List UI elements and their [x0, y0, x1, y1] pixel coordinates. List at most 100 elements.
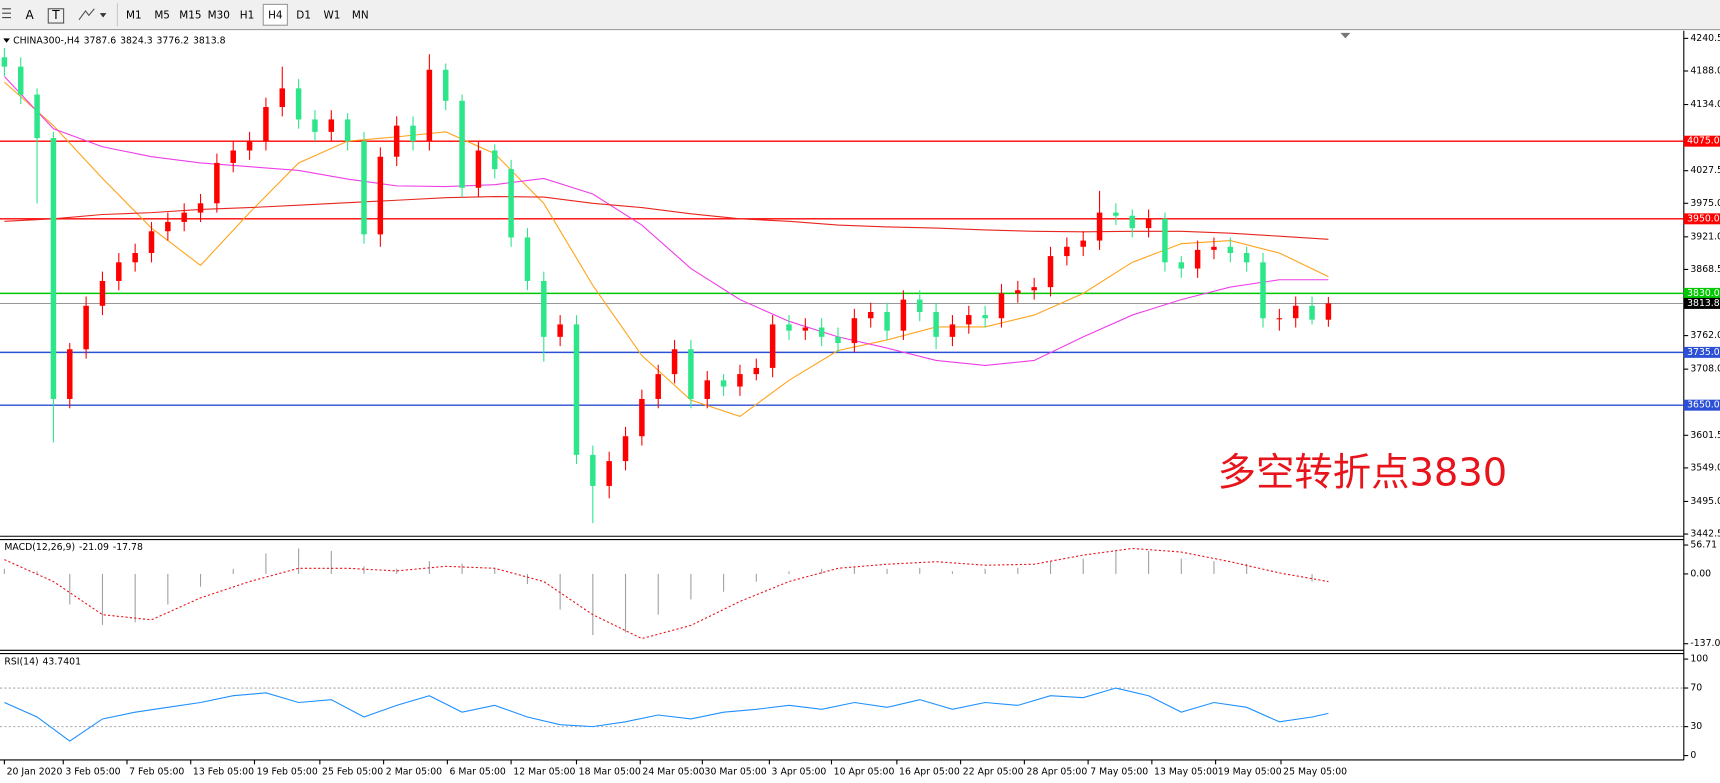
rsi-header: RSI(14) 43.7401: [4, 656, 81, 667]
candle-body: [197, 203, 204, 213]
x-tick-label: 18 Mar 05:00: [579, 767, 641, 778]
x-tick-label: 7 May 05:00: [1090, 767, 1148, 778]
chart-area: [0, 30, 1684, 760]
candle-body: [867, 312, 874, 319]
candle-body: [655, 374, 661, 399]
candle-body: [246, 141, 253, 151]
timeframe-button[interactable]: H1: [240, 9, 254, 21]
chart-shift-marker[interactable]: [1340, 32, 1351, 39]
y-tick-label: 56.71: [1690, 540, 1717, 551]
candle-body: [541, 280, 547, 337]
x-tick-label: 6 Mar 05:00: [450, 767, 506, 778]
macd-header: MACD(12,26,9) -21.09 -17.78: [4, 542, 143, 553]
candle-body: [1031, 287, 1037, 291]
timeframe-button[interactable]: M15: [179, 9, 201, 21]
x-tick-label: 16 Apr 05:00: [899, 767, 960, 778]
current-price-tag: [1683, 297, 1720, 309]
candle-body: [1325, 303, 1332, 320]
timeframe-button[interactable]: MN: [352, 9, 369, 21]
candle-body: [377, 156, 384, 235]
candle-body: [116, 262, 122, 281]
y-tick-label: 3868.5: [1690, 264, 1720, 275]
candle-body: [393, 125, 400, 157]
timeframe-button[interactable]: D1: [296, 9, 311, 21]
candle-body: [835, 336, 841, 344]
candle-body: [1096, 212, 1103, 241]
candle-body: [263, 107, 269, 142]
level-price-tag: [1683, 287, 1720, 299]
candle-body: [966, 315, 972, 325]
y-tick-label: 3549.0: [1690, 462, 1720, 473]
candle-body: [1243, 252, 1250, 263]
candle-body: [1080, 240, 1086, 247]
level-price-label: 3950.0: [1687, 213, 1720, 224]
candle-body: [17, 66, 24, 95]
candle-body: [83, 305, 89, 350]
candle-body: [606, 461, 612, 486]
text-label-tool-frame[interactable]: [47, 8, 65, 24]
candle-body: [818, 327, 825, 337]
timeframe-button[interactable]: M30: [208, 9, 230, 21]
timeframe-button[interactable]: W1: [323, 9, 340, 21]
candle-body: [328, 119, 335, 132]
toolbar: [0, 0, 1720, 30]
tool-button[interactable]: T: [51, 8, 60, 22]
header-value: CHINA300-,H4: [13, 35, 80, 46]
candle-body: [426, 69, 433, 142]
candle-body: [737, 374, 743, 387]
y-tick-label: 4027.5: [1690, 165, 1720, 176]
dropdown-arrow[interactable]: [99, 13, 107, 18]
header-value: 3787.6: [84, 35, 117, 46]
x-tick-label: 10 Apr 05:00: [834, 767, 895, 778]
y-tick-label: -137.01: [1690, 638, 1720, 649]
symbol-menu-arrow[interactable]: [3, 38, 10, 43]
candle-body: [769, 324, 776, 368]
moving-average: [4, 195, 1329, 240]
candle-body: [704, 380, 710, 399]
y-tick-label: 0.00: [1690, 568, 1711, 579]
tool-button[interactable]: A: [25, 8, 34, 22]
y-tick-label: 3442.5: [1690, 529, 1720, 540]
candle-body: [802, 327, 809, 331]
y-tick-label: 3601.5: [1690, 430, 1720, 441]
candle-body: [998, 293, 1005, 319]
candle-body: [279, 88, 286, 108]
timeframe-button[interactable]: M5: [154, 9, 170, 21]
x-tick-label: 28 Apr 05:00: [1027, 767, 1088, 778]
candle-body: [492, 150, 498, 170]
candle-body: [900, 299, 907, 331]
x-tick-label: 25 Feb 05:00: [322, 767, 383, 778]
candle-body: [524, 237, 531, 281]
candle-body: [165, 221, 171, 232]
candle-body: [1194, 249, 1201, 269]
candle-body: [917, 299, 923, 313]
candle-body: [1162, 218, 1168, 263]
y-tick-label: 3762.0: [1690, 330, 1720, 341]
moving-average: [3, 76, 1329, 366]
timeframe-button[interactable]: H4: [268, 9, 283, 21]
level-price-tag: [1683, 213, 1720, 225]
candle-body: [1227, 246, 1234, 253]
timeframe-button[interactable]: M1: [126, 9, 142, 21]
x-tick-label: 19 Feb 05:00: [257, 767, 318, 778]
candle-body: [786, 324, 792, 331]
candle-body: [442, 69, 449, 101]
x-tick-label: 2 Mar 05:00: [386, 767, 442, 778]
cursor-tool-icon[interactable]: [2, 8, 11, 19]
x-tick-label: 7 Feb 05:00: [129, 767, 184, 778]
candle-body: [410, 125, 416, 142]
x-tick-label: 30 Mar 05:00: [705, 767, 767, 778]
candle-body: [1260, 262, 1266, 319]
x-tick-label: 19 May 05:00: [1218, 767, 1282, 778]
candle-body: [148, 231, 155, 253]
candle-body: [1292, 305, 1299, 319]
candle-body: [214, 162, 220, 204]
candle-body: [884, 312, 890, 331]
candle-body: [181, 212, 187, 222]
rsi-header-value: RSI(14): [4, 656, 38, 667]
shapes-tool-icon[interactable]: [78, 8, 95, 21]
candle-body: [99, 280, 106, 306]
level-price-tag: [1683, 135, 1720, 147]
